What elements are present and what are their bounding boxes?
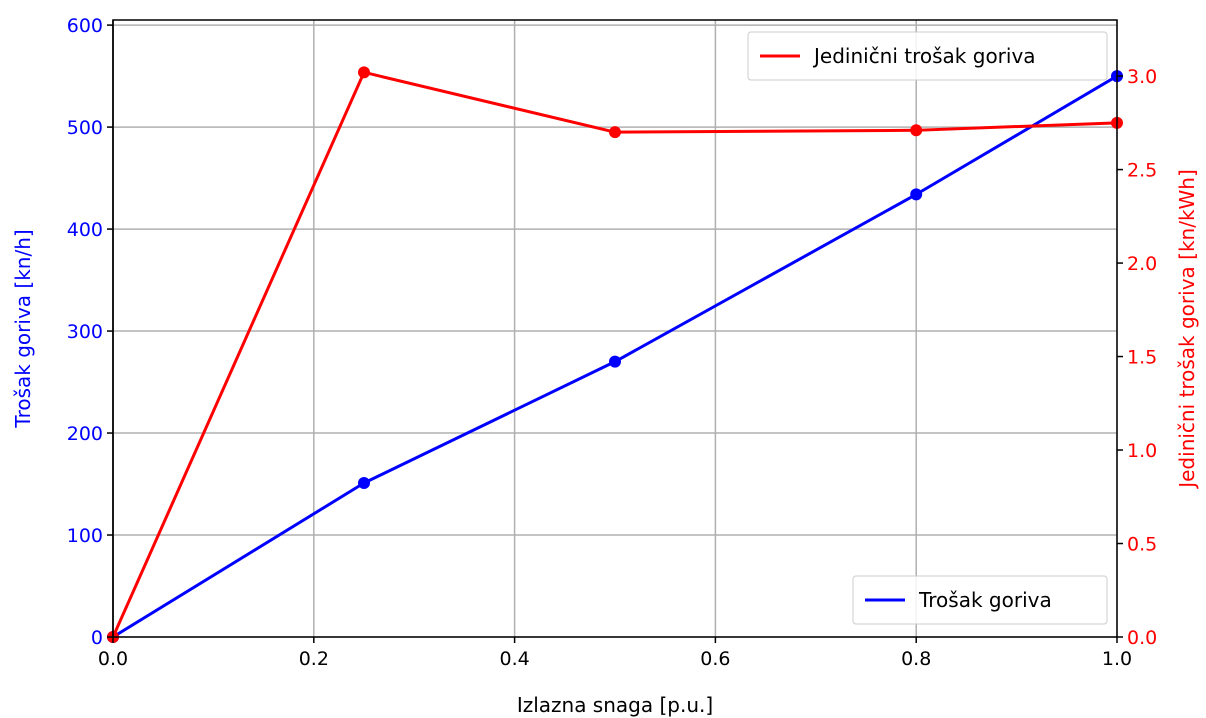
x-tick-label: 0.2 [299, 648, 329, 670]
legend-label: Trošak goriva [918, 588, 1052, 612]
series-line [111, 70, 1118, 638]
data-point [910, 124, 923, 137]
right-y-axis-label: Jedinični trošak goriva [kn/kWh] [1175, 169, 1199, 490]
x-axis-label: Izlazna snaga [p.u.] [517, 693, 713, 717]
series-blue [107, 70, 1123, 643]
x-tick-label: 0.8 [901, 648, 931, 670]
left-y-axis-label: Trošak goriva [kn/h] [11, 229, 35, 428]
data-point [358, 66, 370, 79]
right-tick-label: 1.5 [1127, 347, 1157, 369]
legend-blue-series: Trošak goriva [852, 575, 1108, 625]
data-point [609, 126, 621, 139]
series-red [107, 66, 1123, 643]
left-y-axis: 0 100 200 300 400 500 600 [67, 15, 114, 649]
left-tick-label: 0 [91, 627, 103, 649]
legend-label: Jedinični trošak goriva [812, 44, 1036, 68]
legend-box [747, 31, 1108, 81]
left-tick-label: 200 [67, 423, 103, 445]
x-axis: 0.0 0.2 0.4 0.6 0.8 1.0 [98, 637, 1132, 670]
x-tick-label: 0.6 [700, 648, 730, 670]
right-y-axis: 0.0 0.5 1.0 1.5 2.0 2.5 3.0 [1117, 66, 1157, 649]
left-tick-label: 600 [67, 15, 103, 37]
right-tick-label: 0.5 [1127, 534, 1157, 556]
right-tick-label: 1.0 [1127, 440, 1157, 462]
x-tick-label: 0.0 [98, 648, 128, 670]
x-tick-label: 1.0 [1102, 648, 1132, 670]
left-tick-label: 500 [67, 117, 103, 139]
right-tick-label: 2.5 [1127, 160, 1157, 182]
right-tick-label: 2.0 [1127, 253, 1157, 275]
x-tick-label: 0.4 [499, 648, 529, 670]
left-tick-label: 300 [67, 321, 103, 343]
legend-red-series: Jedinični trošak goriva [747, 31, 1108, 81]
data-point [609, 355, 621, 368]
right-tick-label: 0.0 [1127, 627, 1157, 649]
data-point [910, 188, 923, 201]
left-tick-label: 400 [67, 219, 103, 241]
legend-box [852, 575, 1108, 625]
data-point [358, 477, 370, 490]
left-tick-label: 100 [67, 525, 103, 547]
series-layer [107, 66, 1123, 643]
right-tick-label: 3.0 [1127, 66, 1157, 88]
